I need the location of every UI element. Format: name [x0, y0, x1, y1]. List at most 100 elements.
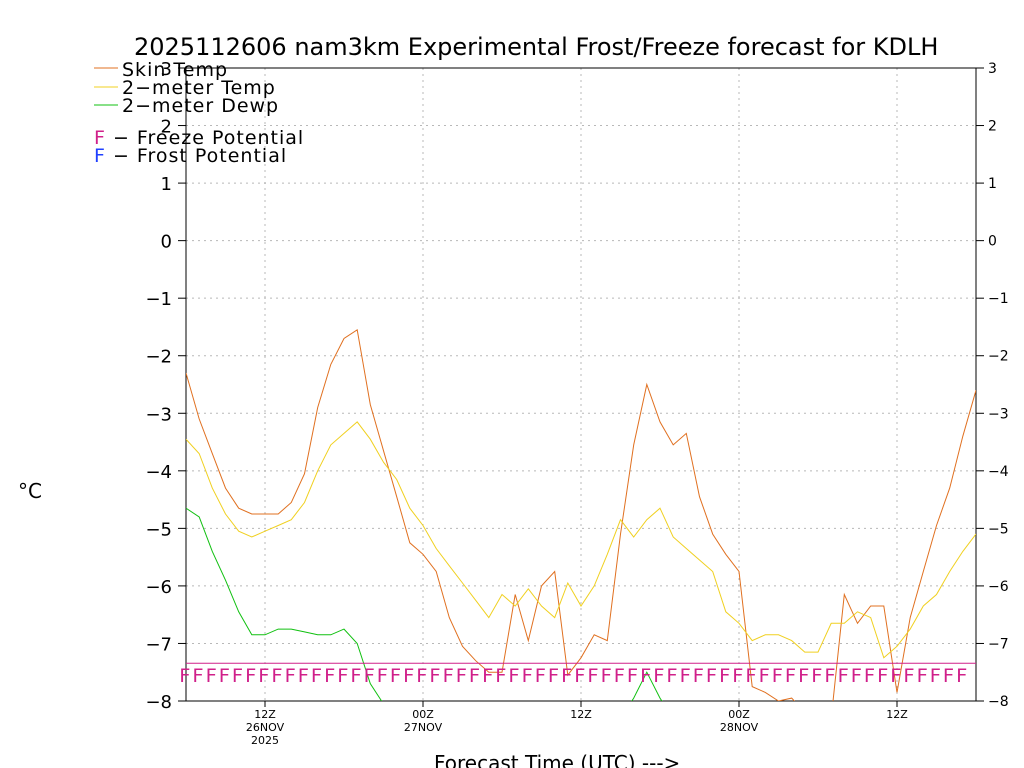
- y-tick-label-right: −2: [988, 349, 1009, 365]
- x-tick-label: 27NOV: [404, 721, 443, 734]
- freeze-potential-mark: F: [482, 665, 493, 687]
- freeze-potential-mark: F: [205, 665, 216, 687]
- y-tick-label: −5: [145, 519, 172, 540]
- freeze-potential-mark: F: [627, 665, 638, 687]
- freeze-potential-mark: F: [192, 665, 203, 687]
- legend-frost-label: − Frost Potential: [106, 145, 287, 167]
- freeze-potential-mark: F: [574, 665, 585, 687]
- freeze-potential-mark: F: [745, 665, 756, 687]
- x-tick-label: 26NOV: [246, 721, 285, 734]
- legend-freeze-entry: F − Freeze Potential: [94, 127, 304, 149]
- y-axis-unit: °C: [18, 479, 42, 503]
- freeze-potential-mark: F: [535, 665, 546, 687]
- freeze-potential-mark: F: [245, 665, 256, 687]
- freeze-potential-mark: F: [442, 665, 453, 687]
- y-tick-label-right: −7: [988, 636, 1009, 652]
- chart-title: 2025112606 nam3km Experimental Frost/Fre…: [134, 33, 938, 61]
- y-axis: 3 3 2 2 1 1 0 0 −1 −1 −2 −2 −3 −3 −4 −4 −5 −5 −6 −6 −7 −7 −8 −8: [145, 59, 1008, 713]
- freeze-potential-mark: F: [666, 665, 677, 687]
- legend-frost-glyph: F: [94, 145, 106, 167]
- freeze-potential-mark: F: [824, 665, 835, 687]
- freeze-potential-mark: F: [653, 665, 664, 687]
- y-tick-label-right: −8: [988, 694, 1009, 710]
- x-tick-label: 2025: [251, 734, 279, 747]
- x-axis-label: Forecast Time (UTC) --->: [434, 751, 680, 768]
- freeze-potential-mark: F: [640, 665, 651, 687]
- legend-t2m-label: 2−meter Temp: [122, 77, 276, 99]
- freeze-potential-mark: F: [456, 665, 467, 687]
- y-tick-label-right: 0: [988, 234, 997, 250]
- freeze-potential-mark: F: [811, 665, 822, 687]
- freeze-potential-mark: F: [469, 665, 480, 687]
- y-tick-label-right: −4: [988, 464, 1009, 480]
- y-tick-label: −7: [145, 634, 172, 655]
- freeze-potential-mark: F: [930, 665, 941, 687]
- y-tick-label: 1: [161, 174, 172, 195]
- series-skin-temp-line: [186, 328, 976, 701]
- y-tick-label-right: 1: [988, 176, 997, 192]
- x-tick-label: 28NOV: [720, 721, 759, 734]
- freeze-potential-mark: F: [561, 665, 572, 687]
- y-tick-label: −1: [145, 289, 172, 310]
- freeze-potential-mark: F: [864, 665, 875, 687]
- legend-freeze-label: − Freeze Potential: [106, 127, 304, 149]
- freeze-potential-mark: F: [324, 665, 335, 687]
- freeze-potential-mark: F: [377, 665, 388, 687]
- y-tick-label-right: −3: [988, 406, 1009, 422]
- freeze-potential-mark: F: [785, 665, 796, 687]
- freeze-potential-mark: F: [916, 665, 927, 687]
- y-tick-label: −6: [145, 577, 172, 598]
- freeze-potential-mark: F: [772, 665, 783, 687]
- freeze-potential-mark: F: [903, 665, 914, 687]
- freeze-potential-mark: F: [403, 665, 414, 687]
- freeze-potential-mark: F: [600, 665, 611, 687]
- freeze-potential-mark: F: [719, 665, 730, 687]
- freeze-potential-mark: F: [732, 665, 743, 687]
- x-tick-label: 12Z: [254, 708, 276, 721]
- freeze-potential-mark: F: [851, 665, 862, 687]
- freeze-potential-mark: F: [416, 665, 427, 687]
- x-tick-label: 12Z: [886, 708, 908, 721]
- legend-dewp-label: 2−meter Dewp: [122, 95, 279, 117]
- x-tick-label: 12Z: [570, 708, 592, 721]
- freeze-potential-mark: F: [363, 665, 374, 687]
- freeze-potential-mark: F: [798, 665, 809, 687]
- freeze-potential-mark: F: [232, 665, 243, 687]
- freeze-potential-mark: F: [298, 665, 309, 687]
- freeze-potential-mark: F: [706, 665, 717, 687]
- legend-freeze-glyph: F: [94, 127, 106, 149]
- freeze-potential-mark: F: [337, 665, 348, 687]
- legend: Skin Temp 2−meter Temp 2−meter Dewp F − …: [94, 59, 304, 167]
- y-tick-label-right: −1: [988, 291, 1009, 307]
- freeze-potential-mark: F: [271, 665, 282, 687]
- freeze-potential-mark: F: [179, 665, 190, 687]
- freeze-potential-mark: F: [311, 665, 322, 687]
- y-tick-label: −3: [145, 404, 172, 425]
- freeze-potential-mark: F: [390, 665, 401, 687]
- freeze-potential-mark: F: [877, 665, 888, 687]
- series-2-meter-temp-line: [186, 421, 976, 659]
- freeze-potential-mark: F: [890, 665, 901, 687]
- y-tick-label: −4: [145, 462, 172, 483]
- freeze-potential-mark: F: [258, 665, 269, 687]
- freeze-potential-mark: F: [943, 665, 954, 687]
- freeze-potential-mark: F: [508, 665, 519, 687]
- freeze-potential-mark: F: [679, 665, 690, 687]
- freeze-potential-mark: F: [614, 665, 625, 687]
- legend-frost-entry: F − Frost Potential: [94, 145, 287, 167]
- x-tick-label: 00Z: [412, 708, 434, 721]
- y-tick-label: 2: [161, 117, 172, 138]
- freeze-potential-mark: F: [837, 665, 848, 687]
- freeze-potential-mark: F: [429, 665, 440, 687]
- y-tick-label: −2: [145, 347, 172, 368]
- y-tick-label-right: 2: [988, 119, 997, 135]
- freeze-potential-mark: F: [956, 665, 967, 687]
- y-tick-label: 3: [161, 59, 172, 80]
- freeze-potential-mark: F: [350, 665, 361, 687]
- y-tick-label-right: −6: [988, 579, 1009, 595]
- y-tick-label-right: 3: [988, 61, 997, 77]
- freeze-potential-mark: F: [693, 665, 704, 687]
